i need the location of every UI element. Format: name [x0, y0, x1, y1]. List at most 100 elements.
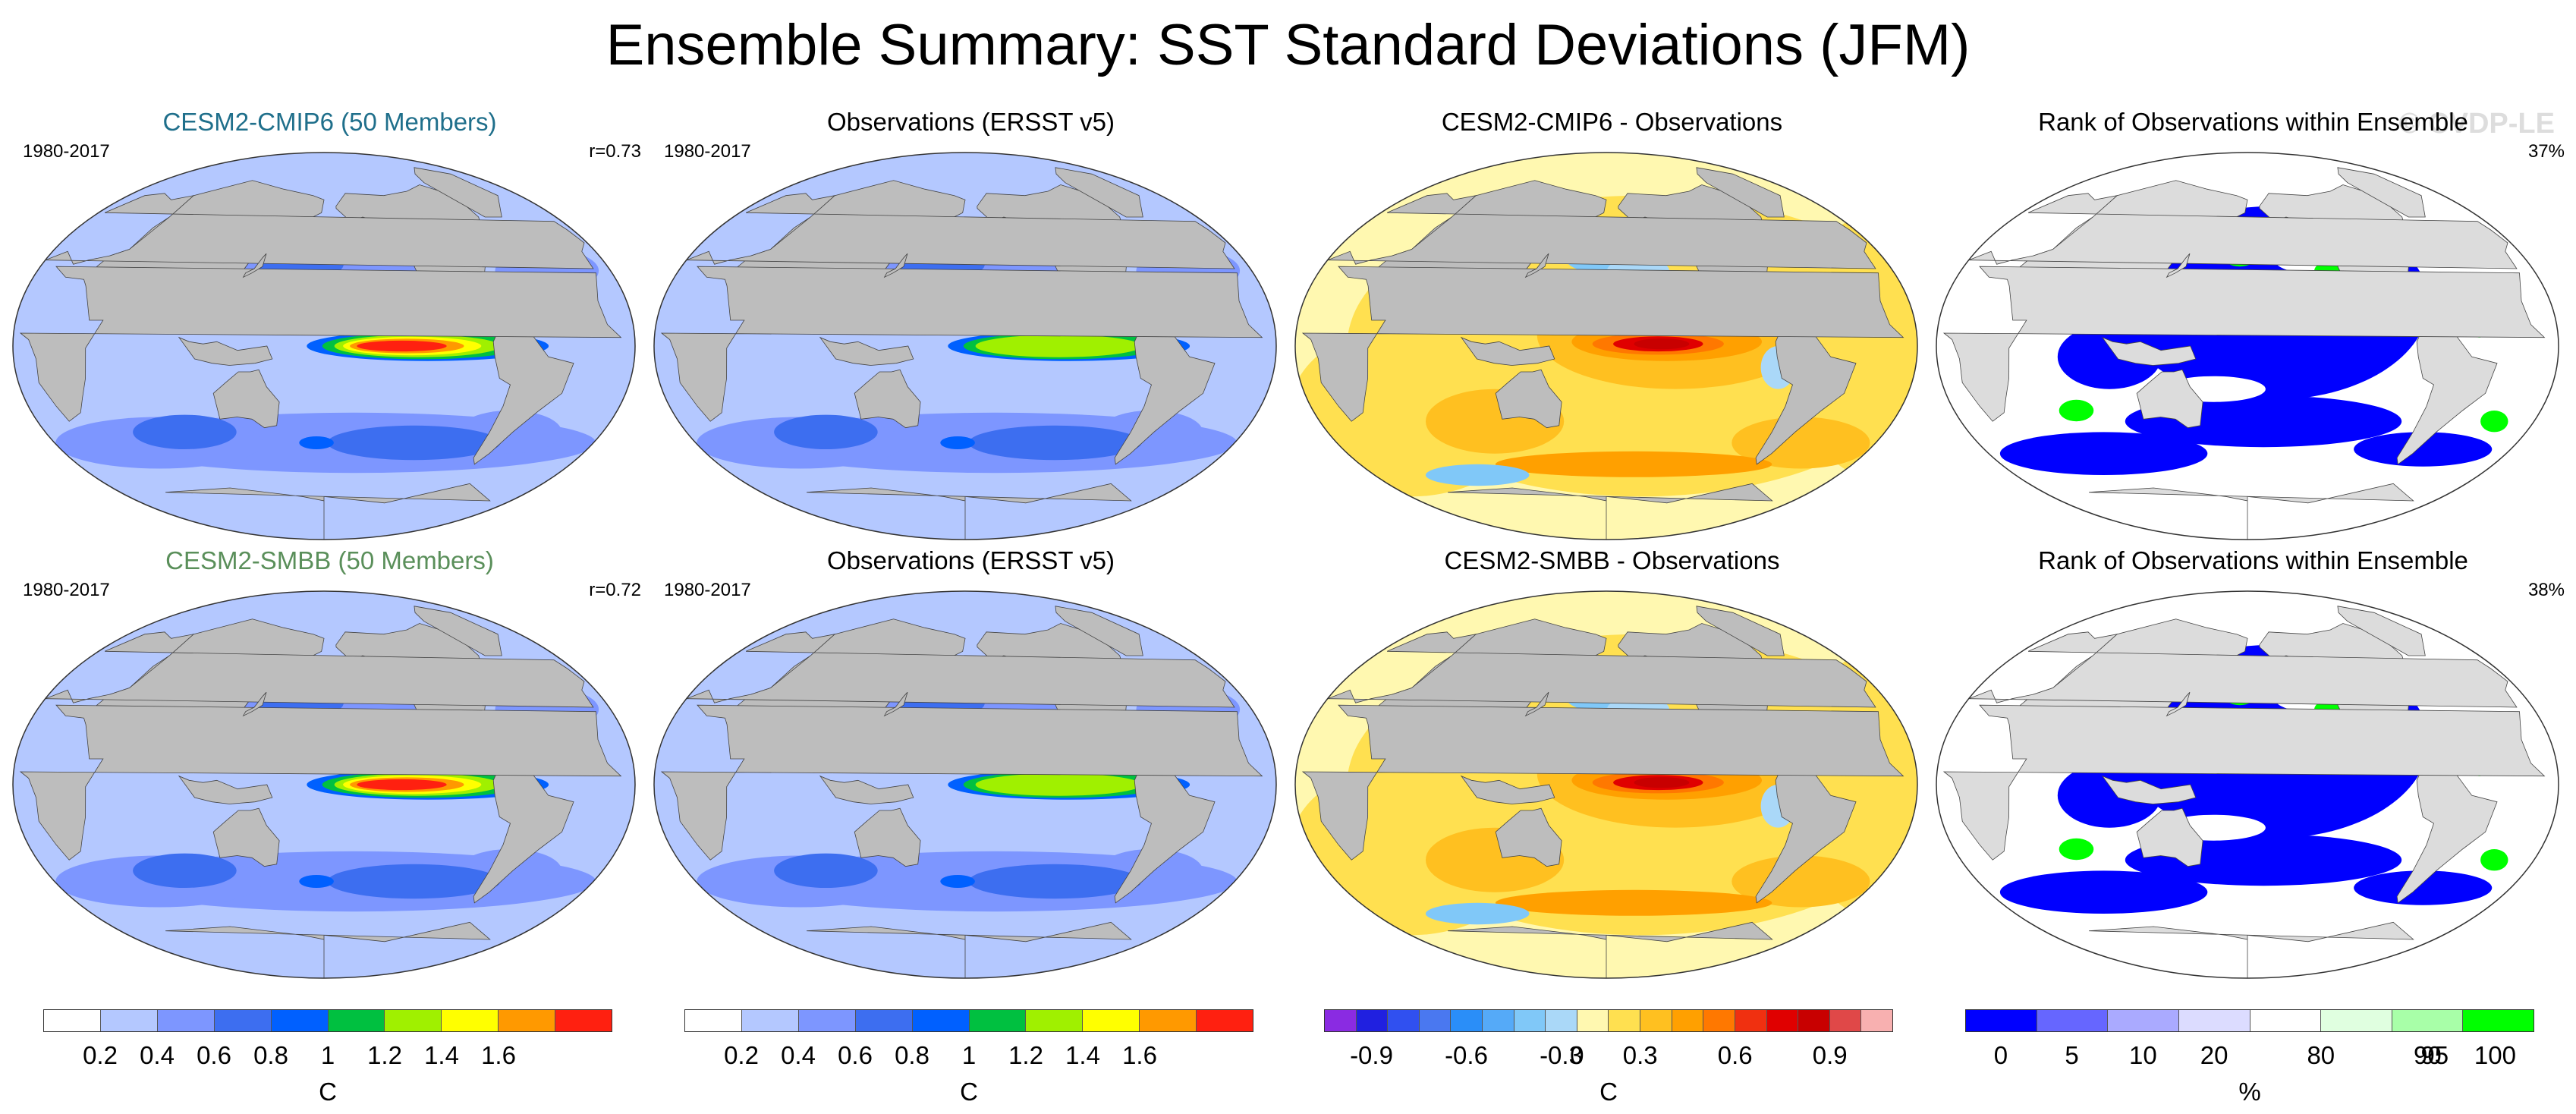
colorbar-tick-label: 0.3: [1622, 1041, 1658, 1069]
colorbar-swatch: [2392, 1010, 2464, 1031]
panel-period: 1980-2017: [23, 580, 110, 600]
contour-region: [2057, 763, 2162, 828]
land-africa: [19, 266, 622, 422]
colorbar-swatch: [741, 1010, 799, 1031]
land-antarctica: [2089, 483, 2414, 540]
map-plot: [12, 152, 636, 540]
land-japan: [242, 253, 267, 278]
colorbar-swatch: [1703, 1010, 1735, 1031]
contour-region: [968, 864, 1142, 899]
land-japan: [883, 691, 908, 717]
land-japan: [2166, 253, 2191, 278]
colorbar-swatch: [1640, 1010, 1672, 1031]
map-plot: [1936, 590, 2559, 979]
colorbar-swatch: [1861, 1010, 1892, 1031]
panel-statistic: 37%: [2527, 141, 2565, 162]
contour-region: [1425, 902, 1530, 925]
map-outline: [653, 590, 1277, 979]
land-greenland: [414, 606, 502, 656]
land-antarctica: [1448, 483, 1773, 540]
colorbar-boxes: [43, 1009, 612, 1032]
contour-region: [2059, 399, 2094, 422]
contour-region: [133, 414, 237, 449]
colorbar-tick-label: 0.4: [781, 1041, 816, 1069]
colorbar-tick-label: 0.9: [1812, 1041, 1848, 1069]
panel-statistic: r=0.72: [589, 580, 641, 600]
land-japan: [2166, 691, 2191, 717]
colorbar-swatch: [1735, 1010, 1767, 1031]
colorbar-swatch: [1356, 1010, 1389, 1031]
panel-title: Observations (ERSST v5): [826, 108, 1115, 136]
colorbar-tick-label: 0.6: [197, 1041, 231, 1069]
map-plot: [653, 590, 1277, 979]
map-panel: Rank of Observations within Ensemble 38%: [1933, 545, 2574, 1000]
map-plot: [1936, 152, 2559, 540]
contour-region: [327, 864, 501, 899]
panel-statistic: r=0.73: [589, 141, 641, 162]
contour-region: [975, 773, 1142, 796]
colorbar-swatch: [328, 1010, 385, 1031]
colorbar-tick-label: 1: [320, 1041, 335, 1069]
colorbar-swatch: [1766, 1010, 1799, 1031]
colorbar-tick-label: 0.8: [253, 1041, 288, 1069]
colorbar-tick-label: 90: [2414, 1041, 2442, 1069]
land-south-america: [1755, 760, 1857, 904]
colorbar-swatch: [912, 1010, 970, 1031]
colorbar-tick-label: 0: [1570, 1041, 1584, 1069]
land-africa: [1942, 266, 2546, 422]
land-indonesia: [1460, 336, 1555, 366]
land-antarctica: [165, 921, 491, 978]
colorbar-swatch: [1026, 1010, 1084, 1031]
contour-region: [774, 853, 878, 888]
colorbar: 0.2 0.4 0.6 0.8 1 1.2 1.4 1.6 C: [684, 1009, 1253, 1104]
land-japan: [1524, 253, 1549, 278]
colorbar-swatch: [1140, 1010, 1197, 1031]
colorbar-tick-label: 10: [2129, 1041, 2157, 1069]
colorbar-swatch: [555, 1010, 612, 1031]
colorbar-unit: %: [2238, 1078, 2261, 1106]
colorbar-tick-label: 0.4: [140, 1041, 175, 1069]
land-antarctica: [807, 483, 1132, 540]
panel-title: Rank of Observations within Ensemble: [2038, 108, 2468, 136]
colorbar-tick-label: 1: [961, 1041, 977, 1069]
panel-period: 1980-2017: [23, 141, 110, 162]
colorbar-unit: C: [319, 1078, 337, 1106]
colorbar-tick-label: 95: [2420, 1041, 2449, 1069]
land-africa: [1301, 266, 1904, 422]
colorbar-swatch: [2178, 1010, 2250, 1031]
land-australia: [2136, 369, 2203, 429]
colorbar-tick-label: 0.2: [83, 1041, 118, 1069]
colorbar-tick-label: 1.2: [367, 1041, 402, 1069]
land-eurasia-west: [1327, 193, 1876, 269]
map-outline: [1936, 152, 2559, 540]
map-outline: [12, 590, 636, 979]
land-antarctica: [807, 921, 1132, 978]
contour-region: [1999, 870, 2208, 914]
land-eurasia-west: [686, 631, 1235, 708]
contour-region: [2354, 432, 2493, 467]
map-panel: CESM2-SMBB (50 Members) 1980-2017 r=0.72: [9, 545, 650, 1000]
colorbar-tick-label: 0.6: [1717, 1041, 1753, 1069]
land-australia: [1495, 807, 1562, 867]
map-plot: [12, 590, 636, 979]
colorbar-swatch: [1609, 1010, 1641, 1031]
land-australia: [854, 369, 921, 429]
colorbar-tick-label: 0.6: [838, 1041, 873, 1069]
land-antarctica: [165, 483, 491, 540]
land-south-america: [2396, 322, 2498, 465]
colorbar-swatch: [1083, 1010, 1140, 1031]
map-outline: [1294, 152, 1918, 540]
panel-period: 1980-2017: [664, 580, 751, 600]
colorbar-tick-label: -0.3: [1540, 1041, 1583, 1069]
land-antarctica: [2089, 921, 2414, 978]
land-greenland: [2337, 606, 2426, 656]
colorbar-tick-label: 1.4: [424, 1041, 459, 1069]
contour-region: [299, 436, 334, 449]
colorbar-unit: C: [960, 1078, 978, 1106]
land-africa: [1942, 704, 2546, 861]
land-greenland: [1696, 167, 1785, 218]
colorbar-swatch: [214, 1010, 272, 1031]
contour-region: [357, 340, 447, 352]
colorbar-swatch: [157, 1010, 215, 1031]
watermark: © CVDP-LE: [2398, 108, 2555, 140]
